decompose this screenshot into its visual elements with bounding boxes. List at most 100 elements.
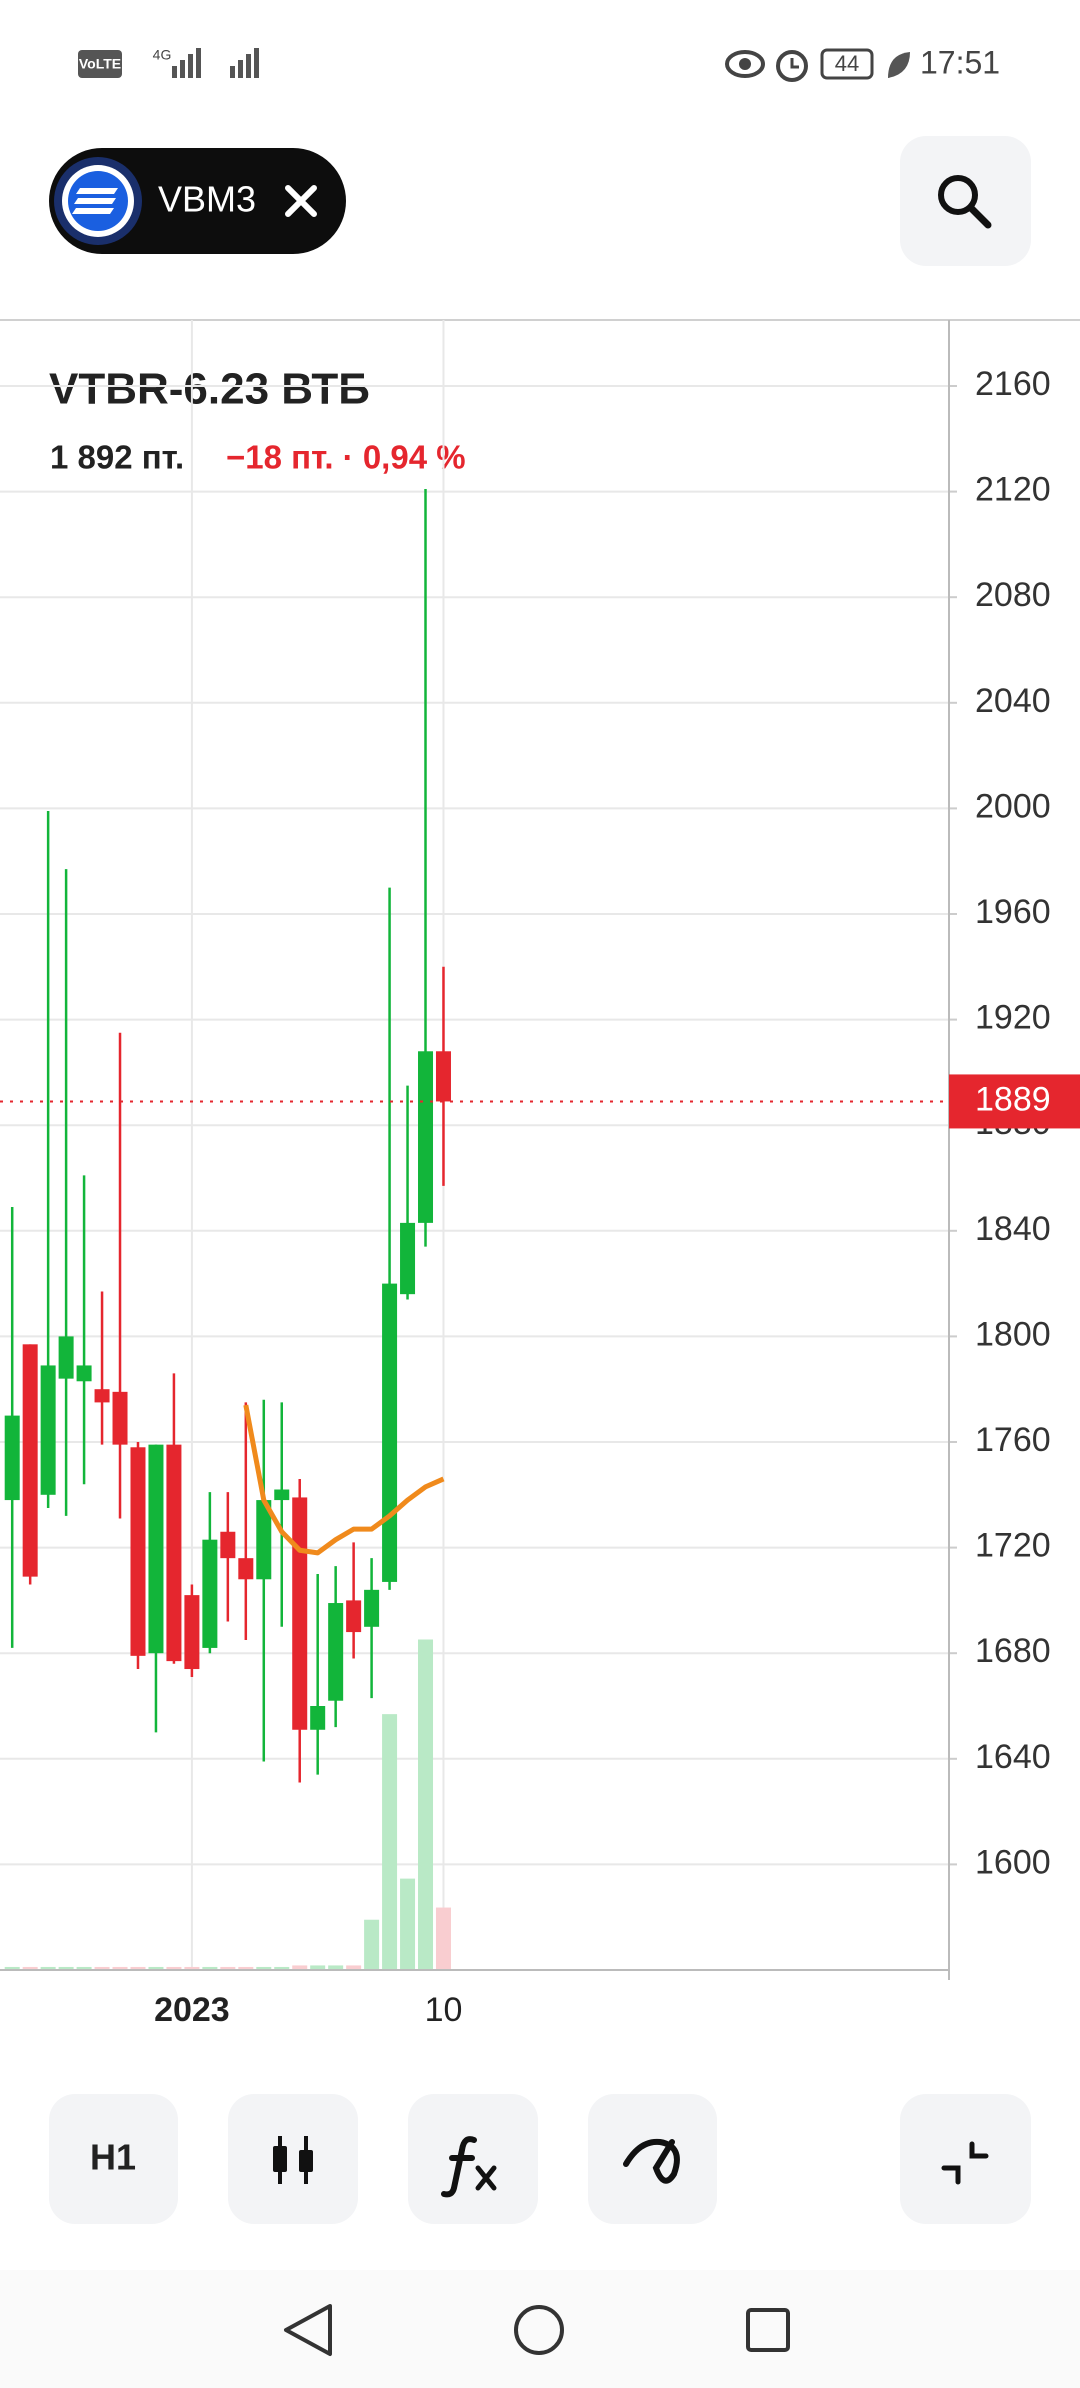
candle-body (148, 1444, 164, 1654)
back-button[interactable] (284, 2304, 332, 2356)
y-tick-label: 1720 (975, 1527, 1051, 1565)
battery-level: 44 (835, 51, 859, 76)
candle-body (184, 1595, 200, 1670)
volume-bar (148, 1966, 164, 1970)
interval-label: H1 (90, 2137, 136, 2178)
candle-body (400, 1222, 416, 1295)
drawing-button[interactable] (588, 2094, 717, 2224)
volume-bar (4, 1966, 20, 1970)
candle-body (94, 1389, 110, 1403)
recents-button[interactable] (746, 2308, 790, 2352)
candle-body (238, 1558, 254, 1580)
candle-body (292, 1497, 308, 1730)
signal-label: 4G (153, 47, 172, 63)
y-tick-label: 2000 (975, 787, 1051, 825)
grid (0, 320, 957, 1970)
candle-body (256, 1500, 272, 1580)
last-price-tag (949, 1074, 1080, 1129)
close-icon[interactable] (285, 185, 317, 217)
volume-bar (184, 1966, 200, 1970)
volume-bar (130, 1966, 146, 1970)
candle-body (418, 1051, 434, 1223)
volume-bar (112, 1966, 128, 1970)
network-label: VoLTE (79, 56, 121, 72)
volume-bar (256, 1966, 272, 1970)
candle-body (58, 1336, 74, 1379)
y-tick-label: 1600 (975, 1843, 1051, 1881)
volume-bar (22, 1966, 38, 1970)
candle-body (220, 1531, 236, 1559)
status-bar: VoLTE 4G 44 17:51 (78, 44, 1000, 82)
candle-body (40, 1365, 56, 1495)
candle-body (310, 1706, 326, 1730)
x-tick-label: 10 (425, 1991, 463, 2029)
candle-body (130, 1447, 146, 1656)
candle-body (364, 1589, 380, 1627)
candle-body (202, 1539, 218, 1648)
toolbar: H1 (49, 2094, 1031, 2224)
y-tick-label: 2040 (975, 682, 1051, 720)
leaf-icon (888, 52, 910, 78)
eye-icon (725, 50, 765, 78)
volume-bar (238, 1966, 254, 1970)
volume-bar (202, 1966, 218, 1970)
volume-bar (382, 1714, 398, 1970)
candle-body (346, 1600, 362, 1633)
candle-body (274, 1489, 290, 1501)
volume-bar (274, 1966, 290, 1970)
candle-body (76, 1365, 92, 1382)
volume-bar (328, 1965, 344, 1970)
y-tick-label: 1640 (975, 1738, 1051, 1776)
y-tick-label: 1680 (975, 1632, 1051, 1670)
candle-body (4, 1415, 20, 1501)
volume-bar (346, 1965, 362, 1970)
volume-bar (94, 1966, 110, 1970)
alarm-icon (776, 50, 808, 82)
home-button[interactable] (514, 2305, 564, 2355)
volume-bar (364, 1919, 380, 1970)
volume-bar (58, 1966, 74, 1970)
volume-bar (400, 1878, 416, 1970)
y-tick-label: 1840 (975, 1210, 1051, 1248)
interval-button[interactable] (49, 2094, 178, 2224)
candle-body (166, 1444, 182, 1662)
y-tick-label: 1960 (975, 893, 1051, 931)
volume-bar (40, 1966, 56, 1970)
volume-bar (220, 1966, 236, 1970)
x-tick-label: 2023 (154, 1991, 230, 2029)
volte-badge (78, 50, 122, 78)
candle-body (382, 1283, 398, 1582)
volume-bar (418, 1639, 434, 1970)
volume-bar (292, 1965, 308, 1970)
y-tick-label: 2080 (975, 576, 1051, 614)
y-tick-label: 1800 (975, 1315, 1051, 1353)
y-tick-label: 2160 (975, 365, 1051, 403)
battery-icon (820, 48, 874, 80)
chart: 1600164016801720176018001840188019201960… (0, 320, 1080, 2029)
candle-body (112, 1391, 128, 1445)
plot-area (4, 488, 451, 1970)
navigation-bar (0, 2270, 1080, 2388)
last-price-label: 1889 (975, 1080, 1051, 1118)
y-tick-label: 1920 (975, 999, 1051, 1037)
signal-icon (172, 48, 259, 78)
ticker-label: VBM3 (158, 179, 256, 220)
volume-bar (76, 1966, 92, 1970)
volume-bar (310, 1965, 326, 1970)
chart-type-button[interactable] (228, 2094, 358, 2224)
collapse-button[interactable] (900, 2094, 1031, 2224)
candle-body (435, 1051, 451, 1102)
candle-body (328, 1603, 344, 1701)
candle-body (22, 1344, 38, 1577)
indicators-button[interactable] (408, 2094, 538, 2224)
y-tick-label: 1760 (975, 1421, 1051, 1459)
search-button[interactable] (900, 136, 1031, 266)
clock: 17:51 (920, 44, 1000, 80)
ticker-chip[interactable]: VBM3 (49, 148, 346, 254)
moving-average-line (243, 1404, 445, 1556)
volume-bar (435, 1907, 451, 1970)
instrument-change: −18 пт. · 0,94 % (226, 439, 466, 476)
volume-bar (166, 1966, 182, 1970)
y-tick-label: 2120 (975, 471, 1051, 509)
